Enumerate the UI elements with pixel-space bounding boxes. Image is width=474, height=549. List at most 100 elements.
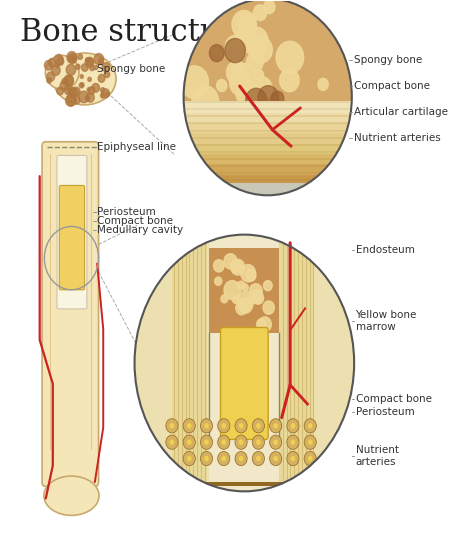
Bar xyxy=(183,143,352,154)
Circle shape xyxy=(235,435,247,449)
Circle shape xyxy=(79,83,84,88)
Circle shape xyxy=(239,439,244,445)
Circle shape xyxy=(87,58,93,65)
Circle shape xyxy=(253,292,264,304)
Circle shape xyxy=(252,435,264,449)
Bar xyxy=(183,153,352,164)
Circle shape xyxy=(80,75,83,79)
Circle shape xyxy=(239,456,244,461)
Text: Spongy bone: Spongy bone xyxy=(354,55,422,65)
Circle shape xyxy=(170,439,174,445)
Circle shape xyxy=(273,423,278,429)
Circle shape xyxy=(183,419,195,433)
Circle shape xyxy=(98,75,105,82)
Circle shape xyxy=(215,277,222,285)
Text: Compact bone: Compact bone xyxy=(354,81,430,91)
Circle shape xyxy=(235,451,247,466)
Circle shape xyxy=(218,419,230,433)
Bar xyxy=(210,234,279,491)
Circle shape xyxy=(85,58,89,62)
Circle shape xyxy=(192,86,219,117)
FancyBboxPatch shape xyxy=(220,328,268,439)
Circle shape xyxy=(218,451,230,466)
FancyBboxPatch shape xyxy=(57,155,87,309)
Circle shape xyxy=(187,456,191,461)
Circle shape xyxy=(187,423,191,429)
Text: Nutrient
arteries: Nutrient arteries xyxy=(356,445,399,467)
Bar xyxy=(183,111,352,123)
Circle shape xyxy=(256,439,261,445)
Circle shape xyxy=(204,439,209,445)
Bar xyxy=(183,132,352,144)
Circle shape xyxy=(239,298,252,313)
Circle shape xyxy=(60,81,69,91)
Circle shape xyxy=(87,88,91,92)
Circle shape xyxy=(201,419,212,433)
Circle shape xyxy=(236,301,247,315)
Circle shape xyxy=(231,259,245,275)
Circle shape xyxy=(252,451,264,466)
Circle shape xyxy=(291,456,295,461)
Circle shape xyxy=(258,317,271,332)
Circle shape xyxy=(247,88,258,100)
Circle shape xyxy=(57,87,64,95)
Circle shape xyxy=(276,41,304,74)
Circle shape xyxy=(270,435,282,449)
Circle shape xyxy=(166,435,178,449)
Circle shape xyxy=(291,423,295,429)
Circle shape xyxy=(135,234,354,491)
Text: Compact bone: Compact bone xyxy=(97,216,173,226)
Circle shape xyxy=(183,451,195,466)
Circle shape xyxy=(229,70,252,96)
Circle shape xyxy=(67,95,76,106)
Circle shape xyxy=(235,419,247,433)
Circle shape xyxy=(225,35,246,61)
Circle shape xyxy=(304,451,316,466)
Circle shape xyxy=(47,72,55,81)
Circle shape xyxy=(82,64,88,71)
Circle shape xyxy=(227,61,246,85)
Bar xyxy=(183,163,352,175)
Circle shape xyxy=(57,58,64,65)
Text: Bone structure: Bone structure xyxy=(20,16,252,48)
Circle shape xyxy=(55,64,59,68)
Circle shape xyxy=(258,86,279,110)
Circle shape xyxy=(253,77,272,99)
Circle shape xyxy=(104,71,109,77)
Text: Medullary cavity: Medullary cavity xyxy=(97,225,183,236)
Circle shape xyxy=(102,63,110,71)
Circle shape xyxy=(264,281,272,291)
Circle shape xyxy=(166,419,178,433)
Circle shape xyxy=(246,52,264,71)
Circle shape xyxy=(221,295,228,303)
Circle shape xyxy=(308,423,312,429)
Circle shape xyxy=(308,439,312,445)
Circle shape xyxy=(236,79,259,106)
Circle shape xyxy=(237,281,245,290)
Circle shape xyxy=(100,61,103,65)
Circle shape xyxy=(94,65,98,70)
Circle shape xyxy=(62,79,67,84)
Circle shape xyxy=(231,65,243,79)
Circle shape xyxy=(250,290,262,304)
Circle shape xyxy=(236,27,257,52)
Circle shape xyxy=(67,52,77,63)
Circle shape xyxy=(224,281,240,300)
Circle shape xyxy=(68,88,75,96)
Circle shape xyxy=(210,44,224,61)
Ellipse shape xyxy=(44,476,99,516)
Circle shape xyxy=(81,83,84,87)
Circle shape xyxy=(65,95,75,107)
Circle shape xyxy=(204,456,209,461)
Circle shape xyxy=(73,87,80,96)
Circle shape xyxy=(291,439,295,445)
Circle shape xyxy=(287,435,299,449)
Circle shape xyxy=(246,88,266,113)
Circle shape xyxy=(100,93,105,98)
FancyBboxPatch shape xyxy=(42,142,99,486)
Circle shape xyxy=(256,423,261,429)
Circle shape xyxy=(252,419,264,433)
Circle shape xyxy=(218,435,230,449)
Circle shape xyxy=(106,92,109,97)
Circle shape xyxy=(271,91,284,106)
